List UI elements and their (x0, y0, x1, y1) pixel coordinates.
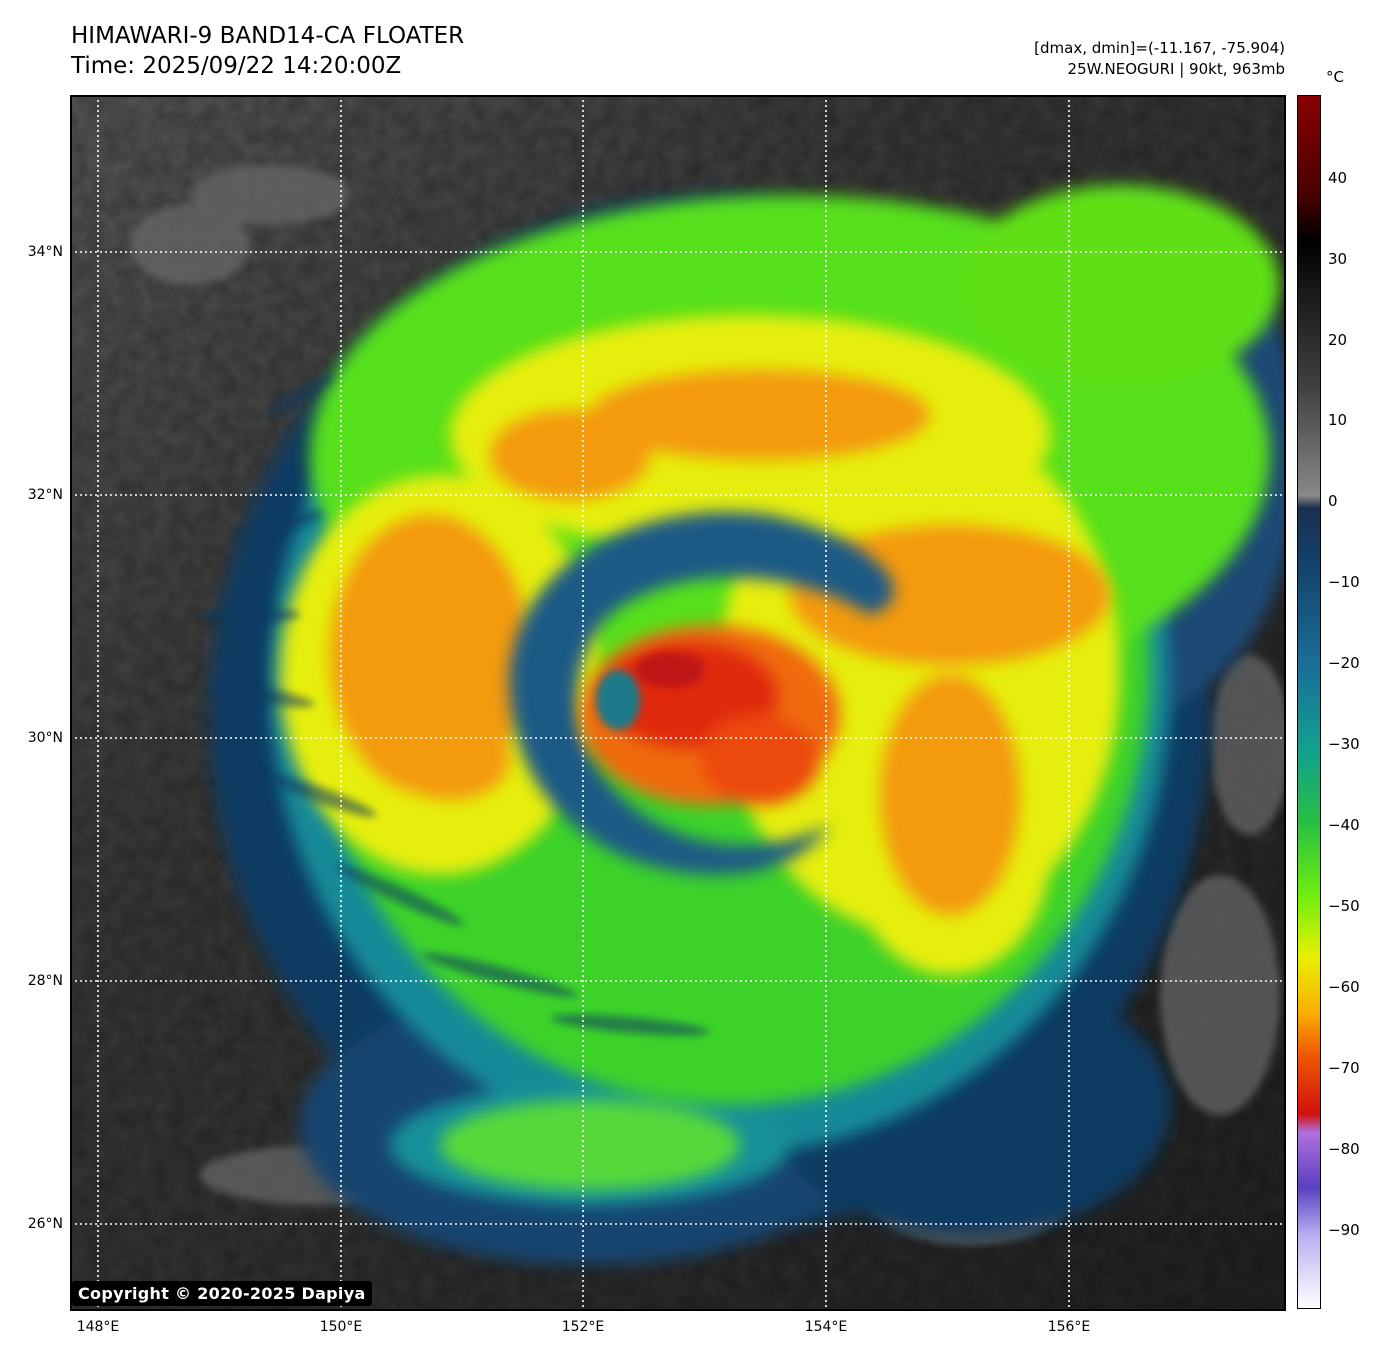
lon-label-150e: 150°E (319, 1319, 363, 1335)
colorbar-tick: 40 (1328, 169, 1348, 187)
colorbar (1297, 95, 1321, 1309)
lat-label-34n: 34°N (27, 244, 63, 260)
lon-label-154e: 154°E (804, 1319, 848, 1335)
lat-label-30n: 30°N (27, 730, 63, 746)
lon-label-148e: 148°E (76, 1319, 120, 1335)
colorbar-tick: −60 (1328, 978, 1360, 996)
colorbar-tick: 0 (1328, 492, 1338, 510)
colorbar-tick: −40 (1328, 816, 1360, 834)
dmax-dmin-readout: [dmax, dmin]=(-11.167, -75.904) (1034, 39, 1285, 57)
colorbar-tick: 20 (1328, 331, 1348, 349)
copyright-badge: Copyright © 2020-2025 Dapiya (72, 1281, 372, 1306)
colorbar-tick: −90 (1328, 1221, 1360, 1239)
lon-label-156e: 156°E (1047, 1319, 1091, 1335)
image-title: HIMAWARI-9 BAND14-CA FLOATER (71, 23, 465, 49)
colorbar-tick: −70 (1328, 1059, 1360, 1077)
lat-label-26n: 26°N (27, 1216, 63, 1232)
satellite-ir-image (70, 95, 1286, 1311)
colorbar-tick: −30 (1328, 735, 1360, 753)
image-timestamp: Time: 2025/09/22 14:20:00Z (71, 53, 402, 79)
lon-label-152e: 152°E (561, 1319, 605, 1335)
colorbar-tick: −50 (1328, 897, 1360, 915)
colorbar-tick: 30 (1328, 250, 1348, 268)
colorbar-tick: 10 (1328, 411, 1348, 429)
colorbar-tick: −20 (1328, 654, 1360, 672)
lat-label-32n: 32°N (27, 487, 63, 503)
colorbar-tick: −10 (1328, 573, 1360, 591)
colorbar-tick: −80 (1328, 1140, 1360, 1158)
colorbar-unit: °C (1326, 68, 1344, 86)
lat-label-28n: 28°N (27, 973, 63, 989)
storm-info: 25W.NEOGURI | 90kt, 963mb (1067, 60, 1285, 78)
